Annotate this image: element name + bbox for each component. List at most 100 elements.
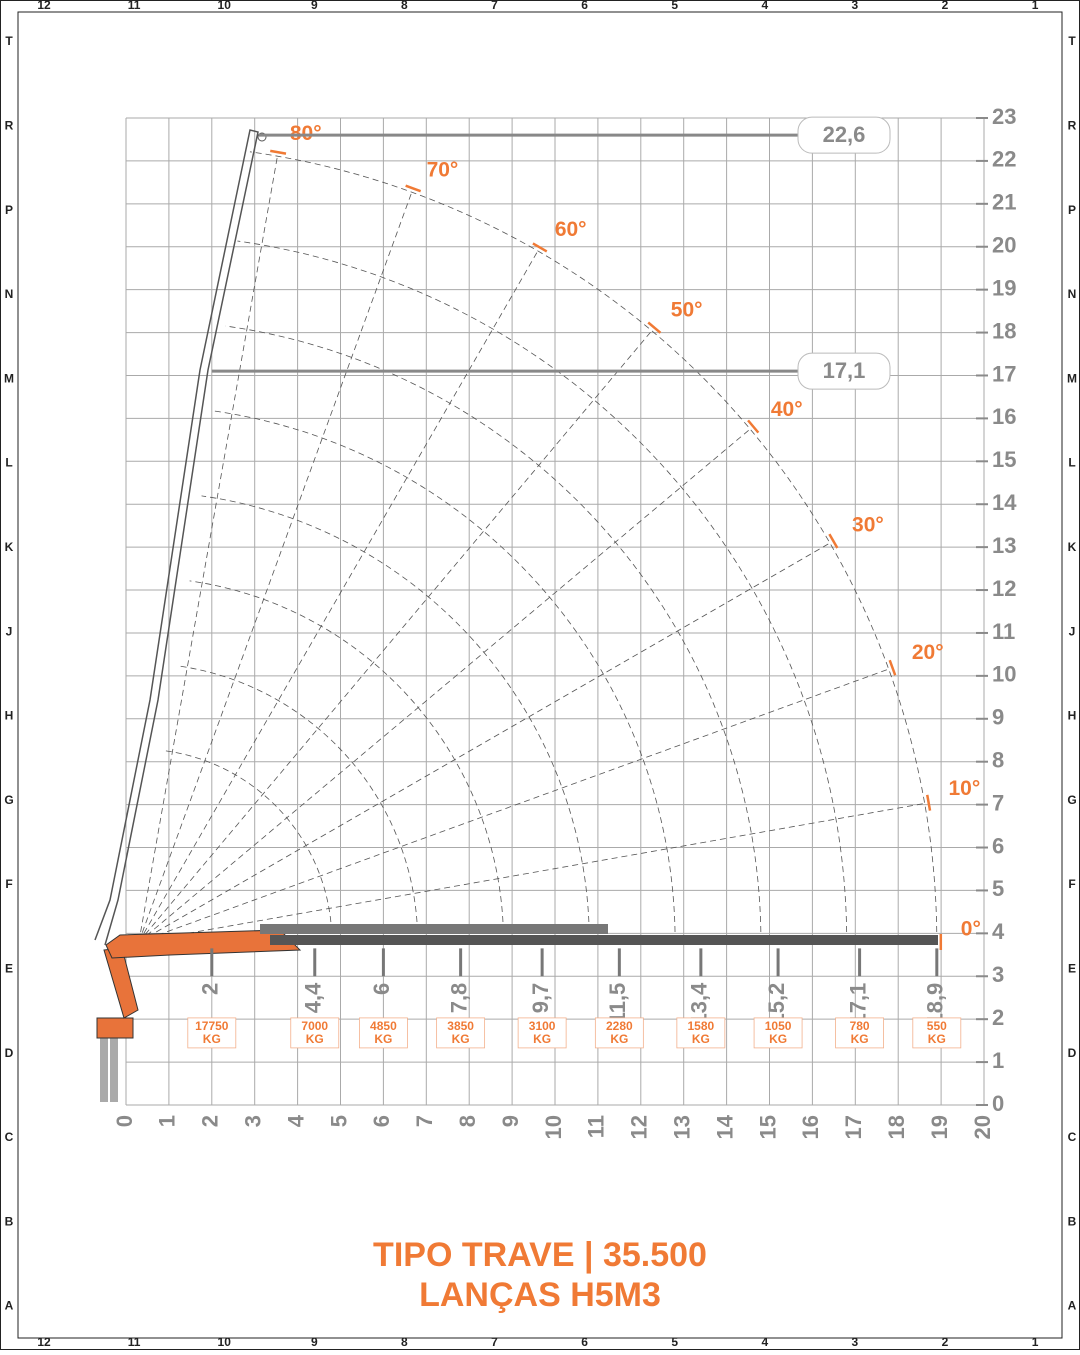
angle-ray [138,668,889,943]
load-value: 2280 [606,1019,633,1033]
chart-title: TIPO TRAVE | 35.500 [373,1236,707,1274]
height-label: 17,1 [823,358,866,383]
frame-column-label: 5 [671,0,678,12]
frame-column-label: 3 [852,0,859,12]
y-tick-label: 15 [992,447,1016,472]
frame-row-label: N [1068,287,1077,301]
frame-row-label: T [5,34,13,48]
angle-ray [138,428,751,943]
frame-column-label: 11 [128,1335,141,1349]
load-unit: KG [769,1032,787,1046]
frame-row-label: L [1068,456,1075,470]
load-box [187,1017,237,1049]
angle-ray [138,803,925,943]
frame-column-label: 12 [37,0,51,12]
frame-column-label: 1 [1032,1335,1039,1349]
y-tick-label: 0 [992,1091,1004,1116]
radius-arc [213,410,676,942]
frame-column-label: 10 [218,1335,232,1349]
frame-row-label: E [5,961,13,975]
angle-tick [647,321,662,334]
load-box [290,1017,340,1049]
load-box [358,1017,408,1049]
reach-label: 2 [198,983,223,995]
y-tick-label: 20 [992,233,1016,258]
load-box [835,1017,884,1049]
radius-arc [249,151,938,942]
angle-label: 70° [427,158,459,181]
angle-tick [405,184,422,193]
angle-tick [888,659,897,676]
angle-label: 50° [671,299,703,322]
x-tick-label: 18 [884,1115,909,1139]
frame-row-label: D [1068,1046,1077,1060]
angle-label: 30° [852,514,884,537]
frame-column-label: 10 [218,0,232,12]
y-tick-label: 13 [992,533,1016,558]
angle-label: 0° [961,918,981,941]
frame-row-label: R [1068,118,1077,132]
x-tick-label: 8 [455,1115,480,1127]
x-tick-label: 7 [412,1115,437,1127]
frame-row-label: P [5,203,13,217]
frame-row-label: L [5,456,12,470]
y-tick-label: 22 [992,147,1016,172]
radius-arc [177,665,419,942]
frame-column-label: 8 [401,0,408,12]
frame-row-label: D [5,1046,14,1060]
angle-ray [138,156,278,943]
frame-row-label: R [5,118,14,132]
height-label: 22,6 [823,122,866,147]
x-tick-label: 15 [755,1115,780,1139]
angle-ray [138,330,653,943]
frame-column-label: 2 [942,1335,949,1349]
load-unit: KG [203,1032,221,1046]
frame-column-label: 11 [128,0,141,12]
load-unit: KG [452,1032,470,1046]
angle-ray [138,542,831,943]
y-tick-label: 18 [992,318,1016,343]
frame-column-label: 1 [1032,0,1039,12]
y-tick-label: 17 [992,361,1016,386]
frame-row-label: H [5,709,14,723]
load-box [436,1017,486,1049]
angle-label: 60° [555,218,587,241]
load-value: 780 [850,1019,870,1033]
frame-row-label: B [5,1214,14,1228]
x-tick-label: 6 [369,1115,394,1127]
x-tick-label: 12 [627,1115,652,1139]
angle-label: 20° [912,641,944,664]
radius-arc [237,240,848,942]
angle-ray [138,250,539,943]
angle-ray [138,192,413,943]
load-box [676,1017,726,1049]
load-unit: KG [610,1032,628,1046]
y-tick-label: 12 [992,576,1016,601]
load-unit: KG [533,1032,551,1046]
y-tick-label: 10 [992,662,1016,687]
frame-column-label: 3 [852,1335,859,1349]
y-tick-label: 4 [992,919,1005,944]
load-unit: KG [851,1032,869,1046]
reach-label: 7,8 [446,983,471,1014]
load-box [517,1017,567,1049]
y-tick-label: 11 [992,619,1015,644]
x-tick-label: 3 [241,1115,266,1127]
load-value: 4850 [370,1019,397,1033]
y-tick-label: 16 [992,404,1016,429]
frame-row-label: J [1069,624,1076,638]
x-tick-label: 10 [541,1115,566,1139]
frame-column-label: 4 [761,1335,768,1349]
reach-label: 9,7 [528,983,553,1014]
frame-row-label: N [5,287,14,301]
frame-column-label: 9 [311,0,318,12]
y-tick-label: 23 [992,104,1016,129]
angle-tick [747,419,760,434]
x-tick-label: 1 [155,1115,180,1127]
load-box [912,1017,962,1049]
frame-column-label: 12 [37,1335,51,1349]
frame-row-label: E [1068,961,1076,975]
frame-column-label: 4 [761,0,768,12]
radius-arc [201,495,590,942]
